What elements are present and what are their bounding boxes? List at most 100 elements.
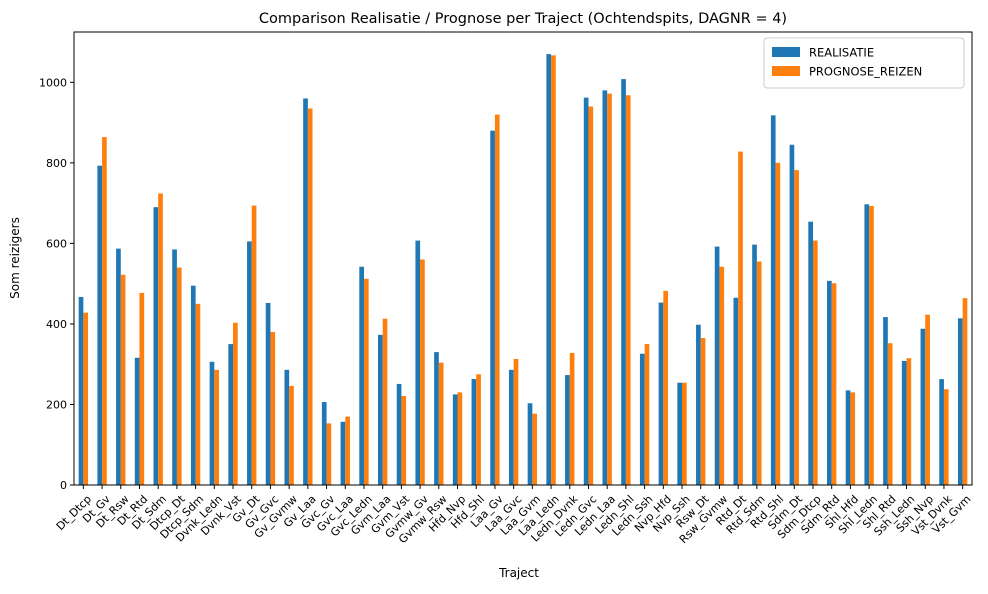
bar-realisatie-rtd_sdm [752,244,757,485]
bar-realisatie-ssh_nvp [920,328,926,485]
bar-realisatie-ledn_dvnk [565,375,570,485]
bar-realisatie-shl_rtd [883,317,888,485]
bar-prognose-shl_ledn [869,205,874,485]
bar-realisatie-sdm_dt [789,144,795,485]
legend-swatch-prognose [772,66,800,76]
bar-prognose-ledn_dvnk [569,352,575,485]
bar-realisatie-ledn_laa [602,90,608,485]
bar-realisatie-dt_rsw [116,248,121,485]
bar-prognose-nvp_hfd [663,290,668,485]
bar-prognose-ledn_laa [607,93,612,486]
bar-realisatie-laa_gvm [527,403,533,485]
y-axis: 0 200 400 600 800 1000 [39,76,74,492]
bar-realisatie-gvm_laa [378,334,383,485]
bar-prognose-ledn_gvc [588,106,594,486]
x-axis: Dt_DtcpDt_GvDt_RswDt_RtdDt_SdmDtcp_DtDtc… [54,485,973,546]
bar-prognose-dvnk_vst [233,322,238,485]
bar-prognose-gv_gvmw [289,385,294,485]
bar-realisatie-dt_sdm [153,207,159,485]
bar-prognose-rtd_shl [775,162,781,485]
bar-realisatie-dt_dtcp [78,296,84,485]
y-tick-label: 600 [46,237,67,250]
bar-prognose-gvmw_rsw [438,362,444,485]
bar-realisatie-rsw_gvmw [714,246,720,485]
bar-prognose-laa_ledn [551,55,556,485]
bar-realisatie-gvmw_rsw [434,352,439,485]
bar-prognose-dt_rtd [139,292,145,485]
bar-prognose-gvc_gv [326,423,332,485]
y-tick-label: 0 [60,479,67,492]
bar-realisatie-dtcp_sdm [190,285,196,485]
bar-prognose-dtcp_sdm [195,303,201,485]
bar-prognose-hfd_nvp [457,392,463,485]
x-axis-label: Traject [498,566,539,580]
bar-realisatie-ledn_ssh [639,353,645,485]
bar-realisatie-dt_gv [97,165,103,485]
bar-realisatie-sdm_rtd [827,280,832,485]
bar-realisatie-gv_gvmw [284,369,290,485]
bar-prognose-rsw_dt [700,338,706,485]
bar-realisatie-sdm_dtcp [808,221,813,485]
bar-realisatie-dvnk_ledn [209,361,215,485]
bar-prognose-ssh_nvp [925,314,930,485]
bar-prognose-shl_rtd [887,343,893,485]
bar-prognose-gv_laa [307,108,313,485]
bar-prognose-ssh_ledn [906,358,912,485]
bar-prognose-gvm_vst [401,396,407,485]
bar-realisatie-rtd_dt [733,297,739,485]
bar-prognose-dt_dtcp [83,312,89,485]
bar-realisatie-gv_dt [247,241,252,485]
bar-prognose-rtd_sdm [756,261,762,485]
bar-realisatie-gv_gvc [265,302,271,485]
bar-prognose-sdm_rtd [831,283,837,485]
y-tick-label: 1000 [39,76,67,89]
y-tick-label: 200 [46,398,67,411]
bar-prognose-laa_gvm [532,413,538,485]
bar-realisatie-vst_gvm [957,318,963,485]
bar-prognose-gvm_laa [382,318,388,485]
bar-realisatie-laa_ledn [546,54,552,486]
bar-prognose-dt_rsw [120,274,126,485]
bar-realisatie-dt_rtd [134,357,140,485]
legend-label-realisatie: REALISATIE [809,46,874,60]
bar-prognose-dt_gv [102,137,107,485]
y-axis-label: Som reizigers [8,217,22,299]
plot-frame [73,31,973,486]
bar-realisatie-hfd_shl [471,379,477,485]
bar-prognose-gvc_ledn [363,278,369,485]
bar-realisatie-dvnk_vst [228,344,234,485]
bar-realisatie-hfd_nvp [452,394,458,485]
y-tick-label: 800 [46,157,67,170]
bar-prognose-gvc_laa [345,416,350,485]
bar-prognose-laa_gv [494,114,500,486]
bar-realisatie-ssh_ledn [901,360,907,485]
legend-label-prognose: PROGNOSE_REIZEN [809,65,922,79]
bar-realisatie-rtd_shl [770,115,776,485]
bar-prognose-dtcp_dt [176,267,182,485]
bar-prognose-rsw_gvmw [719,266,725,485]
bar-realisatie-laa_gv [490,130,495,485]
bar-prognose-sdm_dtcp [812,240,818,485]
chart-title: Comparison Realisatie / Prognose per Tra… [259,11,787,27]
bar-prognose-nvp_ssh [682,382,687,485]
bar-prognose-gv_dt [251,205,257,486]
bar-realisatie-nvp_hfd [658,302,664,485]
bar-realisatie-rsw_dt [696,324,701,485]
bar-prognose-laa_gvc [513,358,519,485]
legend-swatch-realisatie [772,47,800,57]
bar-prognose-gvmw_gv [420,259,425,485]
bar-realisatie-gvc_ledn [359,266,364,485]
bar-realisatie-ledn_gvc [583,97,589,485]
bars-group [78,54,968,486]
bar-prognose-rtd_dt [738,151,743,485]
bar-realisatie-gvm_vst [396,383,402,485]
bar-realisatie-vst_dvnk [939,379,944,485]
y-tick-label: 400 [46,318,67,331]
bar-realisatie-nvp_ssh [677,382,683,485]
bar-prognose-gv_gvc [270,331,276,485]
bar-realisatie-ledn_shl [621,79,626,486]
bar-prognose-dt_sdm [158,193,163,485]
bar-prognose-ledn_shl [625,95,631,485]
bar-prognose-vst_gvm [962,298,968,485]
